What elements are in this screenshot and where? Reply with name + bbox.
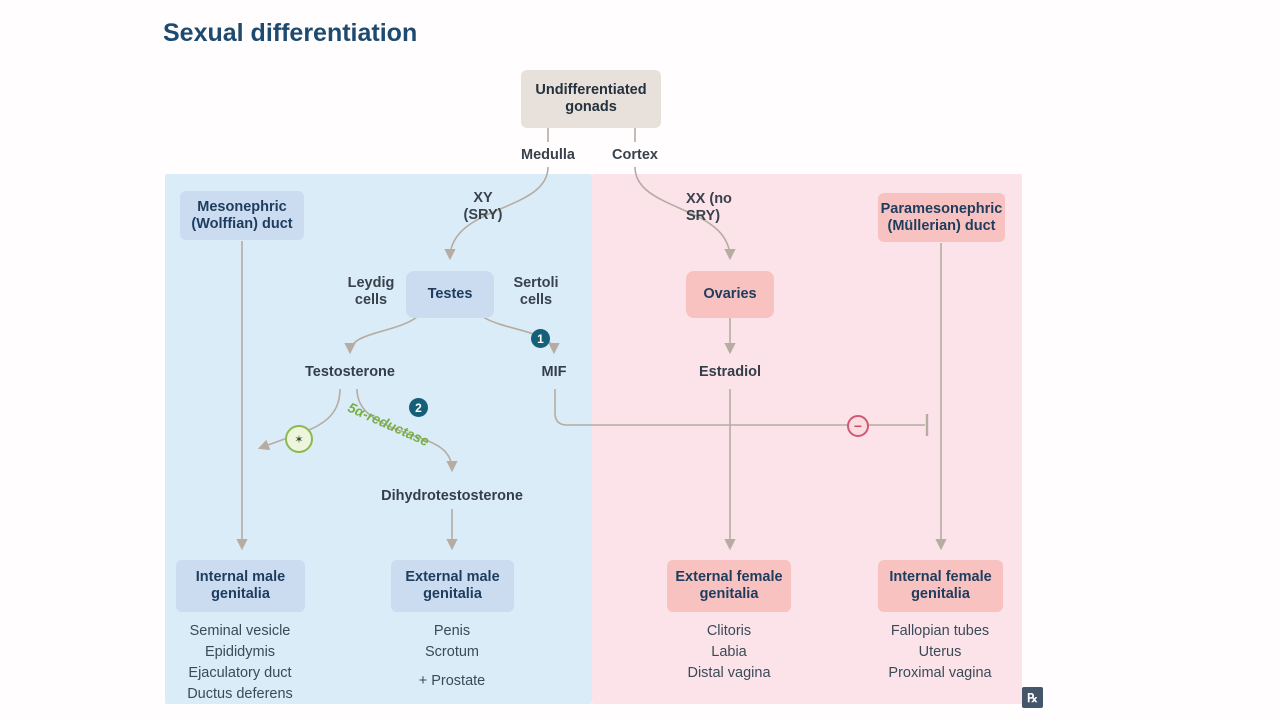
external-male-genitalia-list: Penis Scrotum + Prostate xyxy=(419,621,486,692)
step-2-badge: 2 xyxy=(409,398,428,417)
testes-box: Testes xyxy=(406,271,494,318)
xy-sry-label: XY (SRY) xyxy=(463,190,503,223)
mesonephric-duct-box: Mesonephric (Wolffian) duct xyxy=(180,191,304,240)
female-pathway-panel xyxy=(592,174,1022,704)
list-item: Clitoris xyxy=(706,623,752,639)
internal-male-genitalia-box: Internal male genitalia xyxy=(176,560,305,612)
list-item: Labia xyxy=(711,644,747,660)
dihydrotestosterone-label: Dihydrotestosterone xyxy=(381,488,523,504)
internal-male-genitalia-list: Seminal vesicle Epididymis Ejaculatory d… xyxy=(187,621,293,705)
sertoli-cells-label: Sertoli cells xyxy=(513,275,559,308)
inhibition-minus-icon: − xyxy=(847,415,869,437)
xx-no-sry-label: XX (no SRY) xyxy=(686,191,732,224)
list-item: + Prostate xyxy=(418,673,486,689)
external-female-genitalia-list: Clitoris Labia Distal vagina xyxy=(687,621,770,684)
page-title: Sexual differentiation xyxy=(163,19,418,47)
internal-female-genitalia-list: Fallopian tubes Uterus Proximal vagina xyxy=(888,621,991,684)
cortex-label: Cortex xyxy=(612,147,658,163)
star-marker-icon: ✶ xyxy=(285,425,313,453)
list-item: Distal vagina xyxy=(687,665,771,681)
step-1-badge: 1 xyxy=(531,329,550,348)
list-item: Scrotum xyxy=(425,644,479,660)
list-item: Uterus xyxy=(918,644,962,660)
external-male-genitalia-box: External male genitalia xyxy=(391,560,514,612)
list-item: Ejaculatory duct xyxy=(188,665,292,681)
list-item: Ductus deferens xyxy=(187,686,293,702)
mif-label: MIF xyxy=(541,364,567,380)
list-item: Penis xyxy=(433,623,471,639)
undifferentiated-gonads-box: Undifferentiated gonads xyxy=(521,70,661,128)
leydig-cells-label: Leydig cells xyxy=(347,275,395,308)
list-item: Epididymis xyxy=(204,644,276,660)
external-female-genitalia-box: External female genitalia xyxy=(667,560,791,612)
estradiol-label: Estradiol xyxy=(698,364,762,380)
list-item: Proximal vagina xyxy=(888,665,992,681)
medulla-label: Medulla xyxy=(521,147,575,163)
internal-female-genitalia-box: Internal female genitalia xyxy=(878,560,1003,612)
rx-logo: ℞ xyxy=(1022,687,1043,708)
ovaries-box: Ovaries xyxy=(686,271,774,318)
testosterone-label: Testosterone xyxy=(305,364,395,380)
list-item: Seminal vesicle xyxy=(189,623,291,639)
paramesonephric-duct-box: Paramesonephric (Müllerian) duct xyxy=(878,193,1005,242)
list-item: Fallopian tubes xyxy=(890,623,990,639)
